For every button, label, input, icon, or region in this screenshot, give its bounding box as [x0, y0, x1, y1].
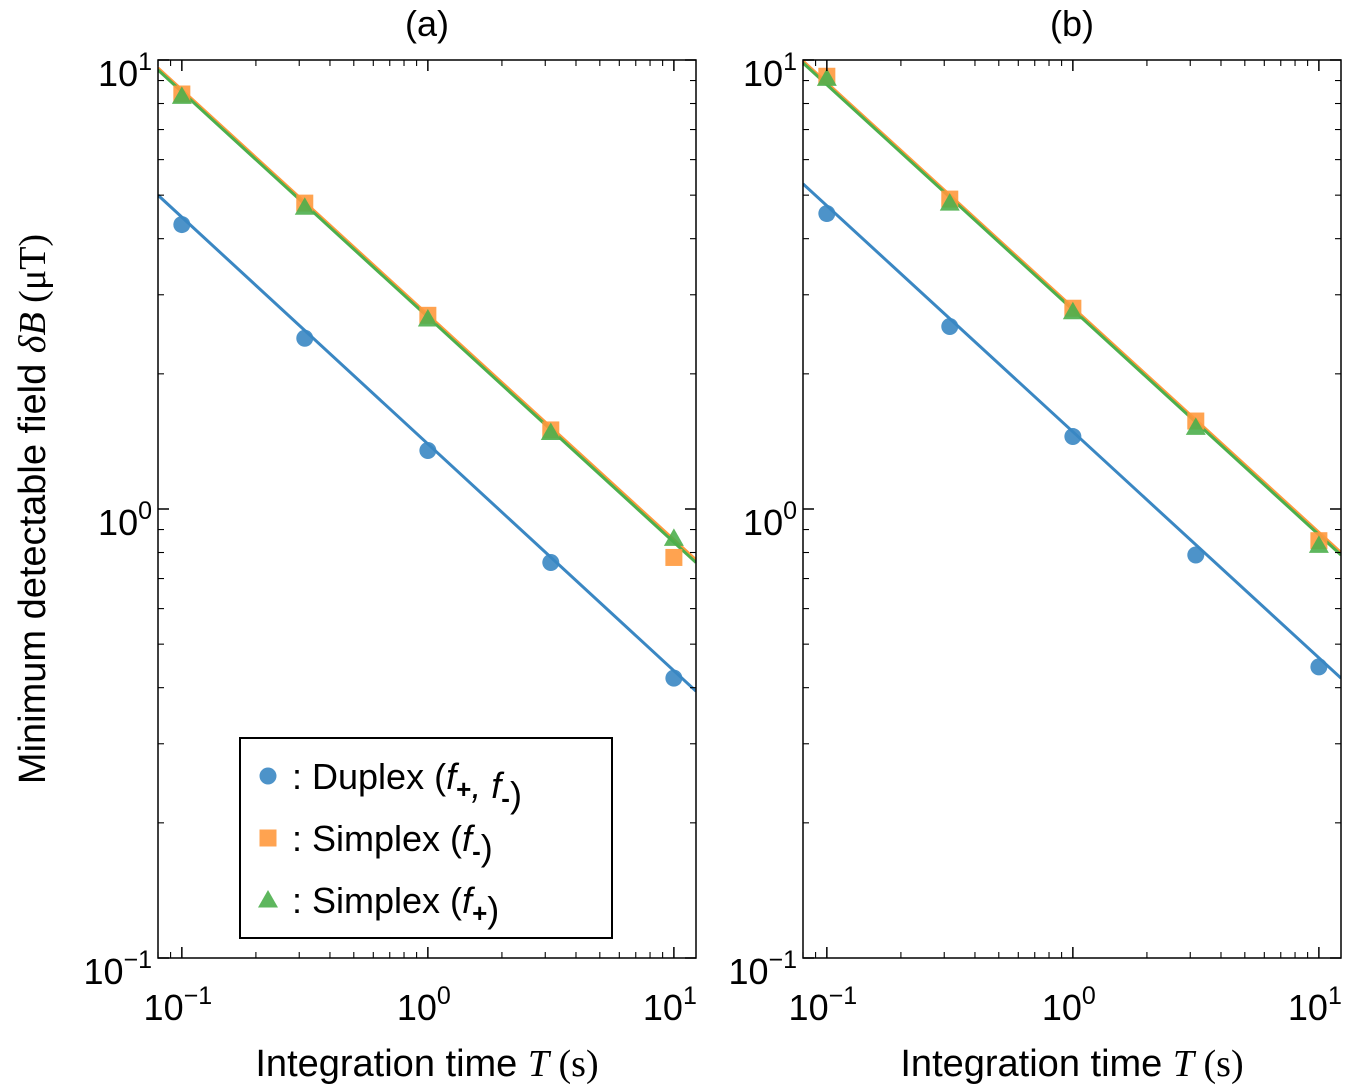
- legend-label: : Simplex (f+): [292, 880, 499, 930]
- point-triangle: [1308, 535, 1329, 553]
- y-tick-label: 100: [98, 497, 152, 543]
- point-triangle: [540, 422, 561, 441]
- legend-marker-triangle: [258, 890, 278, 908]
- point-triangle: [939, 193, 960, 211]
- y-axis-label: Minimum detectable field δB (μT): [12, 234, 54, 784]
- point-circle: [665, 669, 683, 687]
- point-triangle: [663, 528, 684, 546]
- panel-b: 10−1 100 101 10−1 100 101 (b) Integration time …: [728, 3, 1341, 1085]
- point-circle: [941, 317, 959, 335]
- point-triangle: [816, 68, 837, 86]
- y-tick-label: 101: [743, 48, 797, 94]
- point-circle: [818, 205, 836, 223]
- x-tick-label: 100: [1042, 982, 1096, 1028]
- x-axis-label: Integration time T (s): [255, 1043, 598, 1085]
- point-circle: [1187, 546, 1205, 564]
- x-tick-label: 10−1: [789, 982, 858, 1028]
- fit-lines: [803, 60, 1341, 680]
- data-points: [171, 85, 684, 687]
- panel-title: (b): [1050, 3, 1094, 44]
- point-circle: [542, 554, 560, 572]
- panel-a: 10−1 100 101 10−1 100 101 (a) Integration time …: [83, 3, 696, 1085]
- legend: : Duplex (f+, f-): Simplex (f-): Simplex…: [239, 737, 613, 939]
- point-circle: [1310, 658, 1328, 676]
- legend-marker-square: [259, 829, 277, 847]
- point-circle: [419, 441, 437, 459]
- point-circle: [1064, 428, 1082, 446]
- point-circle: [296, 329, 314, 347]
- point-circle: [173, 216, 191, 234]
- y-tick-label: 10−1: [83, 946, 152, 992]
- legend-label: : Simplex (f-): [292, 818, 493, 868]
- y-axis-label-text: Minimum detectable field δB (μT): [12, 234, 54, 784]
- legend-frame: [239, 737, 613, 939]
- point-triangle: [294, 197, 315, 215]
- x-tick-label: 101: [643, 982, 697, 1028]
- y-tick-label: 10−1: [728, 946, 797, 992]
- x-tick-label: 101: [1288, 982, 1342, 1028]
- fit-lines: [158, 66, 696, 693]
- y-tick-label: 101: [98, 48, 152, 94]
- plot-frame: [802, 59, 1342, 959]
- panel-title: (a): [405, 3, 449, 44]
- point-triangle: [1185, 417, 1206, 435]
- x-axis-label: Integration time T (s): [900, 1043, 1243, 1085]
- x-tick-label: 100: [397, 982, 451, 1028]
- point-square: [665, 548, 683, 566]
- x-tick-label: 10−1: [144, 982, 213, 1028]
- point-triangle: [417, 308, 438, 327]
- data-points: [816, 67, 1329, 676]
- ticks: [802, 59, 1341, 959]
- point-triangle: [171, 86, 192, 104]
- y-tick-label: 100: [743, 497, 797, 543]
- point-triangle: [1062, 301, 1083, 320]
- ticks: [157, 59, 696, 959]
- legend-marker-circle: [259, 767, 277, 785]
